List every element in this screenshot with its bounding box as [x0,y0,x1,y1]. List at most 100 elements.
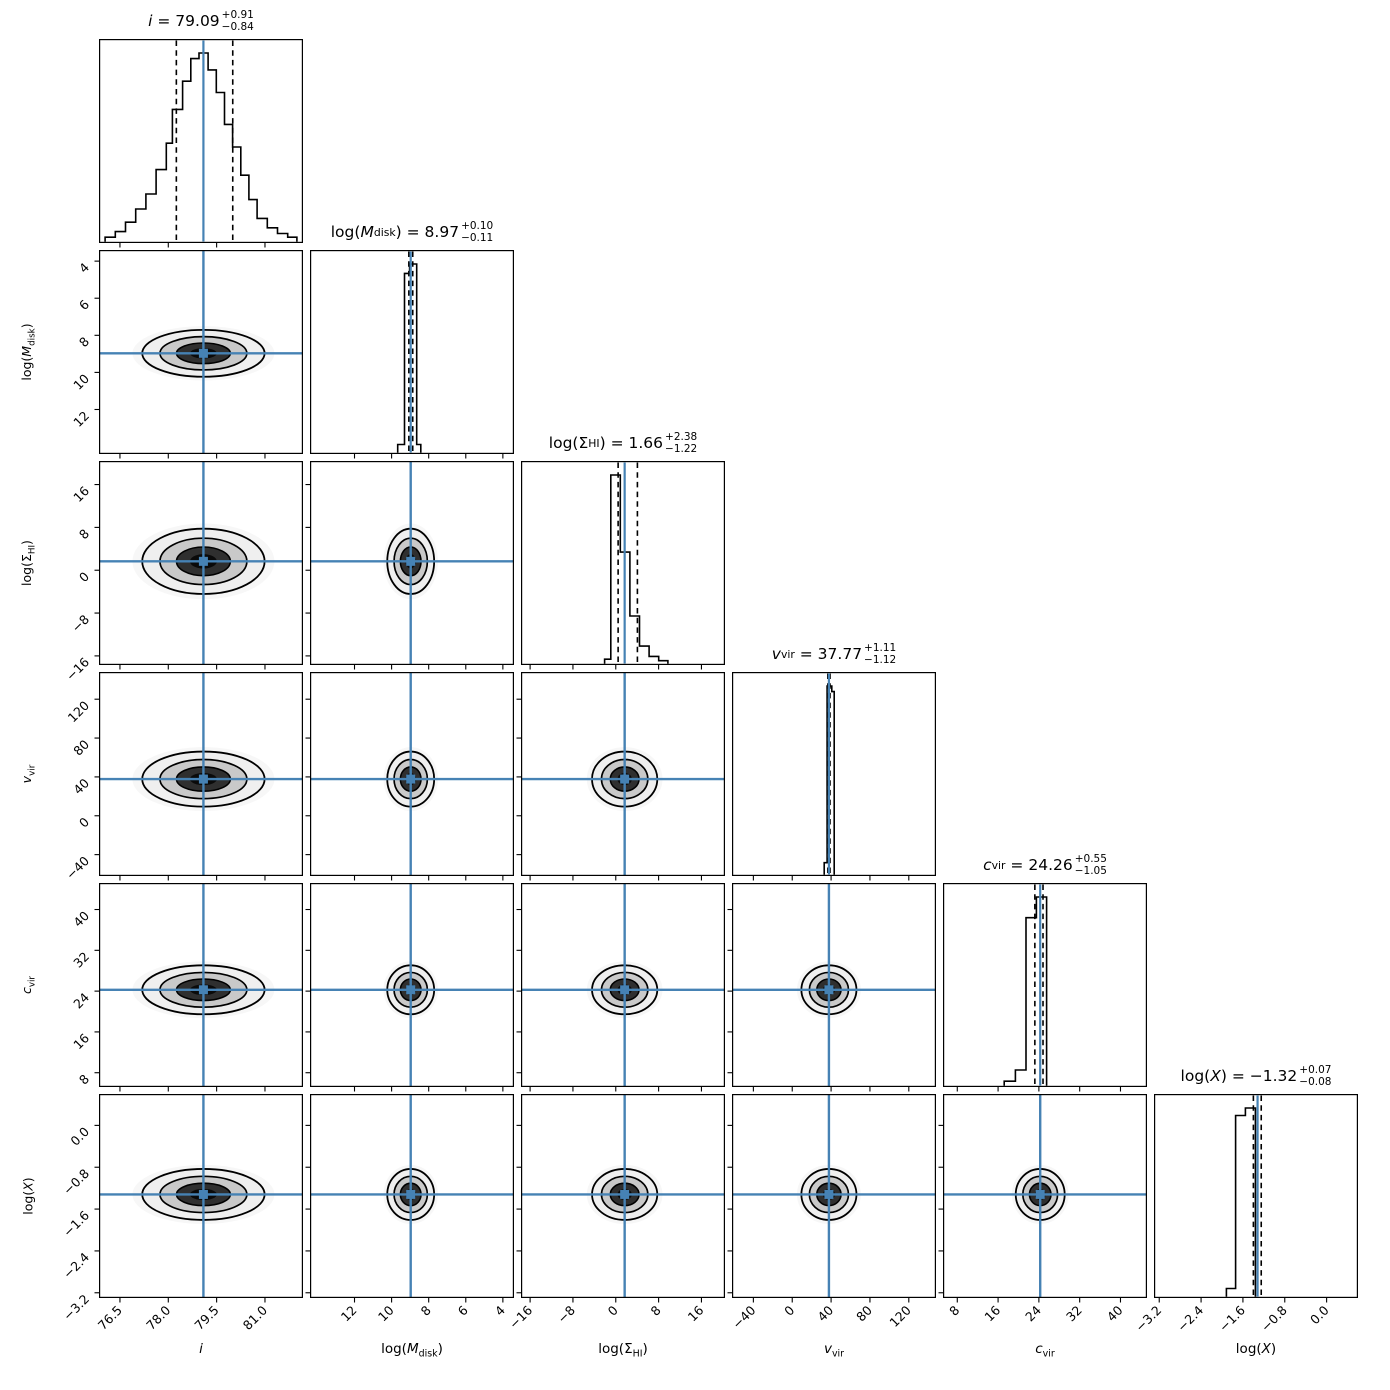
label-sub: disk [373,225,396,239]
title-log-x: log(X) = −1.32 +0.07 −0.08 [1181,1061,1332,1091]
contour-panel-c-vir-vs-v-vir [727,883,937,1092]
panel-frame [521,1094,726,1299]
y-axis-label-log-sigma-hi: log(ΣHI) [19,540,38,586]
contour-panel-log-sigma-hi-vs-log-mdisk [305,461,515,670]
x-axis-label-log-x: log(X) [1236,1341,1276,1357]
label-prefix: log( [381,1341,407,1357]
y-axis-label-v-vir: vvir [19,765,38,784]
panel-frame [521,883,726,1088]
y-axis-label-log-x: log(X) [21,1177,36,1214]
err-minus: −0.84 [221,21,254,33]
title-errors: +1.11 −1.12 [864,642,897,667]
y-tick-label: 16 [70,483,92,505]
label-sub: disk [418,1348,438,1360]
label-sub: vir [831,1348,845,1360]
label-var: v [771,645,781,663]
x-tick-label: −0.8 [1258,1302,1290,1334]
label-var: v [18,775,34,784]
y-tick-label: −2.4 [60,1249,92,1281]
panel-frame [99,461,304,666]
label-sub: vir [27,764,38,776]
label-sub: vir [27,975,38,988]
hist-panel-log-x: −3.2 −2.4 −1.6 −0.8 0.0 [1132,1094,1359,1335]
err-minus: −1.05 [1074,865,1107,877]
y-tick-label: 4 [76,260,92,276]
label-var: X [1261,1341,1271,1357]
label-suffix: ) [642,1341,648,1357]
title-v-vir: v vir = 37.77 +1.11 −1.12 [772,639,896,669]
label-var: i [199,1341,203,1357]
title-value: = 79.09 [152,12,220,30]
err-plus: +2.38 [665,431,698,444]
contour-panel-c-vir-vs-i: 8 16 24 32 40 [70,883,304,1092]
err-plus: +0.10 [461,220,494,233]
y-tick-label: 0 [76,569,92,585]
y-tick-label: −0.8 [60,1166,92,1198]
truth-marker [406,1189,416,1199]
truth-marker [198,348,208,358]
truth-marker [198,1189,208,1199]
y-tick-label: 12 [70,408,92,430]
err-plus: +0.55 [1074,853,1107,866]
x-tick-label: 12 [338,1303,360,1325]
contour-panel-log-sigma-hi-vs-i: −16 −8 0 8 16 [63,461,304,684]
label-suffix: ) [18,323,34,329]
x-tick-label: 76.5 [95,1303,125,1333]
label-var: i [148,12,153,30]
x-tick-label: −8 [554,1302,578,1326]
title-log-sigma-hi: log(Σ HI) = 1.66 +2.38 −1.22 [549,428,697,458]
title-value: = 37.77 [794,645,863,663]
title-value: = 1.66 [605,434,664,452]
y-tick-label: −8 [68,612,92,636]
hist-panel-log-sigma-hi [521,461,726,670]
panel-frame [99,672,304,877]
label-var: M [406,1341,419,1357]
label-var: Σ [578,434,589,452]
y-tick-label: −40 [63,853,92,882]
y-tick-label: 8 [76,526,92,542]
label-var: c [983,856,992,874]
label-sub: vir [1042,1348,1055,1360]
truth-marker [1035,1189,1045,1199]
x-tick-label: 4 [492,1302,508,1318]
title-errors: +0.91 −0.84 [221,9,254,34]
x-axis-label-log-mdisk: log(Mdisk) [381,1341,443,1360]
x-tick-label: −2.4 [1174,1302,1206,1334]
contour-panel-log-x-vs-log-sigma-hi: −16 −8 0 8 16 [506,1094,726,1332]
panel-frame [310,461,515,666]
panel-frame [1154,1094,1359,1299]
y-axis-label-log-mdisk: log(Mdisk) [19,323,38,380]
panel-frame [943,1094,1148,1299]
contour-panel-log-x-vs-v-vir: −40 0 40 80 120 [727,1094,937,1332]
x-tick-label: 6 [455,1302,471,1318]
label-suffix: ) [599,434,606,452]
label-suffix: ) [20,1177,36,1183]
panel-frame [521,672,726,877]
panel-frame [310,1094,515,1299]
hist-panel-i [99,39,304,248]
truth-marker [198,556,208,566]
y-tick-label: −1.6 [60,1208,92,1240]
label-sub: disk [27,328,38,346]
x-tick-label: −3.2 [1132,1303,1164,1335]
x-tick-label: 32 [1063,1303,1085,1325]
contour-panel-log-mdisk-vs-i: 12 10 8 6 4 [70,250,304,459]
histogram-step [1003,896,1048,1086]
x-tick-label: 8 [418,1302,434,1318]
contour-panel-c-vir-vs-log-sigma-hi [516,883,726,1092]
y-tick-label: 32 [70,949,92,971]
err-plus: +1.11 [864,642,897,655]
panel-frame [943,883,1148,1088]
x-tick-label: −40 [729,1302,758,1331]
title-errors: +0.55 −1.05 [1074,853,1107,878]
y-tick-label: 6 [76,297,92,313]
title-value: = 8.97 [401,223,460,241]
err-plus: +0.91 [221,9,254,22]
label-prefix: log( [1235,1341,1262,1357]
truth-marker [198,985,208,995]
y-tick-label: −3.2 [60,1291,92,1323]
x-tick-label: 0.0 [1307,1302,1332,1327]
x-tick-label: 40 [814,1302,836,1324]
histogram-step [823,685,835,875]
